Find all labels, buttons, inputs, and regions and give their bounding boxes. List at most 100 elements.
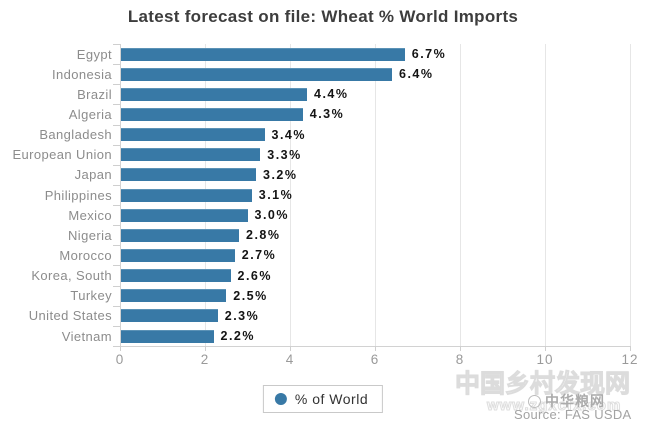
value-label: 2.2% bbox=[220, 329, 255, 344]
legend: % of World bbox=[262, 385, 384, 413]
bar-track: 3.2% bbox=[120, 165, 630, 185]
y-tick bbox=[113, 84, 120, 86]
data-bar bbox=[120, 228, 239, 242]
x-tick-label: 6 bbox=[370, 352, 380, 367]
bar-track: 3.1% bbox=[120, 185, 630, 205]
data-bar bbox=[120, 47, 405, 61]
category-label: United States bbox=[28, 308, 112, 324]
data-bar bbox=[120, 67, 392, 81]
gridline bbox=[630, 44, 631, 346]
bar-row: European Union 3.3% bbox=[0, 145, 630, 165]
y-tick bbox=[113, 164, 120, 166]
bar-row: Nigeria 2.8% bbox=[0, 225, 630, 245]
y-tick bbox=[113, 285, 120, 287]
value-label: 2.8% bbox=[246, 228, 281, 243]
chart-title: Latest forecast on file: Wheat % World I… bbox=[127, 7, 519, 26]
category-label: Mexico bbox=[68, 207, 112, 223]
value-label: 2.7% bbox=[241, 248, 277, 263]
x-tick bbox=[545, 346, 546, 351]
bar-track: 3.0% bbox=[120, 205, 630, 225]
data-bar bbox=[120, 87, 307, 101]
y-tick bbox=[113, 44, 120, 45]
bar-row: Algeria 4.3% bbox=[0, 104, 630, 124]
grain-net-label: 中华粮网 bbox=[545, 393, 605, 409]
x-tick-label: 0 bbox=[115, 352, 125, 367]
category-label: Nigeria bbox=[68, 227, 112, 243]
bar-track: 4.4% bbox=[120, 84, 630, 104]
gridline bbox=[375, 44, 376, 346]
category-label: European Union bbox=[12, 147, 112, 163]
y-tick bbox=[113, 245, 120, 247]
data-bar bbox=[120, 168, 256, 182]
y-tick bbox=[113, 346, 120, 347]
value-label: 3.4% bbox=[271, 127, 306, 142]
category-label: Morocco bbox=[59, 247, 112, 263]
data-bar bbox=[120, 329, 214, 343]
category-label: Indonesia bbox=[52, 66, 112, 82]
bar-rows: Egypt 6.7% Indonesia 6.4% Brazil 4.4% Algeria 4… bbox=[0, 44, 630, 346]
watermark-grain-net: 中华粮网 bbox=[528, 391, 605, 411]
data-bar bbox=[120, 248, 235, 262]
legend-label: % of World bbox=[294, 391, 369, 407]
category-label: Brazil bbox=[77, 86, 112, 102]
x-tick bbox=[290, 346, 291, 351]
y-tick bbox=[113, 225, 120, 227]
bar-row: Egypt 6.7% bbox=[0, 44, 630, 64]
bar-track: 6.4% bbox=[120, 64, 630, 84]
value-label: 4.4% bbox=[314, 87, 349, 102]
bar-track: 3.3% bbox=[120, 145, 630, 165]
watermark-large-text: 中国乡村发现网 bbox=[454, 370, 631, 399]
bar-track: 2.6% bbox=[120, 266, 630, 286]
category-label: Egypt bbox=[76, 46, 112, 62]
value-label: 6.4% bbox=[399, 67, 434, 82]
bar-row: United States 2.3% bbox=[0, 306, 630, 326]
bar-row: Turkey 2.5% bbox=[0, 286, 630, 306]
value-label: 3.1% bbox=[258, 188, 294, 203]
bar-track: 2.5% bbox=[120, 286, 630, 306]
bar-track: 2.7% bbox=[120, 245, 630, 265]
x-tick bbox=[205, 346, 206, 351]
legend-marker-icon bbox=[274, 393, 287, 405]
data-bar bbox=[120, 188, 252, 202]
y-tick bbox=[113, 124, 120, 126]
value-label: 3.2% bbox=[263, 167, 298, 182]
data-bar bbox=[120, 128, 265, 142]
bar-track: 6.7% bbox=[120, 44, 630, 64]
category-label: Vietnam bbox=[61, 328, 112, 344]
bar-track: 3.4% bbox=[120, 125, 630, 145]
value-label: 3.0% bbox=[254, 208, 289, 223]
bar-row: Morocco 2.7% bbox=[0, 245, 630, 265]
category-label: Bangladesh bbox=[39, 127, 112, 143]
bar-track: 2.2% bbox=[120, 326, 630, 346]
y-tick bbox=[113, 325, 120, 327]
data-bar bbox=[120, 107, 303, 121]
x-tick-label: 12 bbox=[621, 352, 639, 367]
value-label: 2.3% bbox=[224, 308, 260, 323]
x-tick bbox=[120, 346, 121, 351]
x-tick-label: 2 bbox=[200, 352, 210, 367]
y-tick bbox=[113, 205, 120, 207]
bar-track: 4.3% bbox=[120, 104, 630, 124]
bar-row: Korea, South 2.6% bbox=[0, 266, 630, 286]
data-bar bbox=[120, 289, 227, 303]
x-tick-label: 10 bbox=[536, 352, 554, 367]
y-tick bbox=[113, 64, 120, 66]
source-credit: Source: FAS USDA bbox=[514, 407, 632, 422]
bar-track: 2.3% bbox=[120, 306, 630, 326]
y-axis-line bbox=[120, 44, 121, 346]
data-bar bbox=[120, 269, 231, 283]
bar-track: 2.8% bbox=[120, 225, 630, 245]
category-label: Algeria bbox=[68, 106, 112, 122]
bar-row: Indonesia 6.4% bbox=[0, 64, 630, 84]
data-bar bbox=[120, 148, 261, 162]
data-bar bbox=[120, 208, 248, 222]
plot-area: Egypt 6.7% Indonesia 6.4% Brazil 4.4% Algeria 4… bbox=[0, 44, 631, 351]
bar-row: Mexico 3.0% bbox=[0, 205, 630, 225]
category-label: Korea, South bbox=[31, 268, 112, 284]
x-tick-label: 4 bbox=[285, 352, 295, 367]
bar-row: Brazil 4.4% bbox=[0, 84, 630, 104]
category-label: Philippines bbox=[44, 187, 112, 203]
value-label: 3.3% bbox=[267, 147, 302, 162]
data-bar bbox=[120, 309, 218, 323]
y-tick bbox=[113, 265, 120, 267]
